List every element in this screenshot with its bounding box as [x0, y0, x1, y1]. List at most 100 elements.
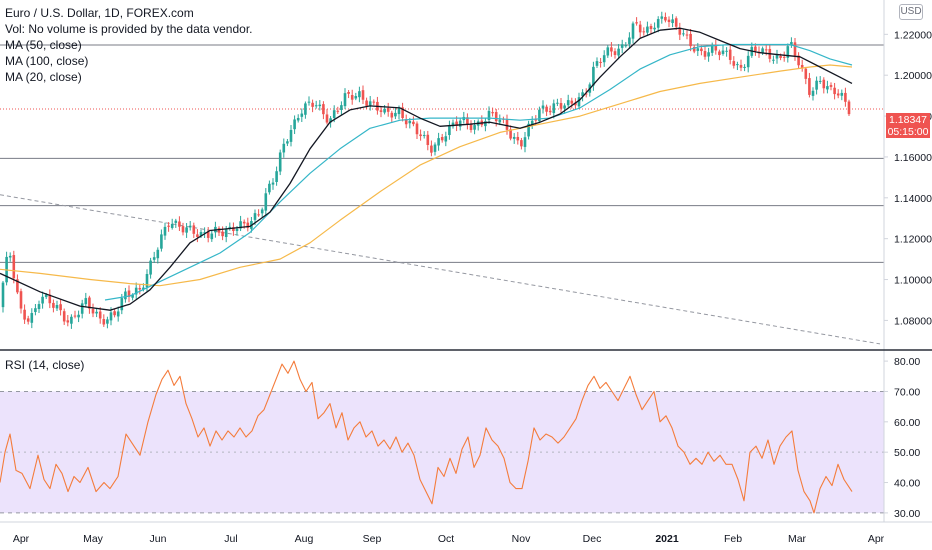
- candle-body: [304, 103, 307, 115]
- candle-body: [404, 119, 408, 125]
- candle-body: [786, 46, 790, 58]
- ma20-legend[interactable]: MA (20, close): [5, 70, 82, 84]
- candle-body: [91, 308, 95, 314]
- candle-body: [570, 100, 574, 104]
- candle-body: [343, 93, 347, 107]
- candle-body: [700, 48, 703, 52]
- candle-body: [196, 234, 199, 238]
- candle-body: [448, 125, 451, 136]
- candle-body: [163, 226, 167, 236]
- price-tick-label: 1.22000: [894, 29, 932, 41]
- rsi-plot[interactable]: [0, 360, 853, 514]
- candle-body: [455, 121, 458, 126]
- candle-body: [430, 145, 433, 153]
- price-plot[interactable]: [0, 11, 853, 329]
- candle-body: [131, 295, 134, 298]
- candle-body: [26, 318, 30, 322]
- currency-badge[interactable]: USD: [899, 4, 923, 20]
- ma20-line: [0, 27, 853, 311]
- candle-body: [656, 19, 660, 28]
- candle-body: [138, 288, 142, 290]
- candle-body: [714, 45, 718, 51]
- candle-body: [401, 107, 404, 119]
- candle-body: [361, 90, 365, 100]
- candle-body: [754, 46, 757, 52]
- candle-body: [350, 95, 354, 100]
- candle-body: [822, 79, 826, 89]
- time-tick-label: Oct: [438, 533, 454, 545]
- candle-body: [484, 121, 487, 127]
- candle-body: [311, 102, 314, 107]
- candle-body: [116, 311, 120, 317]
- rsi-tick-label: 50.00: [894, 447, 920, 459]
- candle-body: [577, 97, 581, 107]
- candle-body: [761, 48, 764, 53]
- candle-body: [332, 110, 336, 119]
- candle-body: [48, 294, 52, 304]
- candle-body: [199, 232, 203, 237]
- price-tick-label: 1.12000: [894, 234, 932, 246]
- rsi-line: [0, 360, 853, 514]
- candle-body: [415, 123, 419, 135]
- trendline: [0, 194, 881, 345]
- ma100-legend[interactable]: MA (100, close): [5, 54, 89, 68]
- ma50-legend[interactable]: MA (50, close): [5, 38, 82, 52]
- price-tick-label: 1.08000: [894, 315, 932, 327]
- candle-body: [12, 255, 16, 279]
- candle-body: [710, 45, 714, 53]
- candle-body: [790, 42, 793, 46]
- candle-body: [149, 260, 152, 275]
- candle-body: [271, 182, 275, 185]
- candle-body: [278, 152, 282, 172]
- candle-body: [606, 47, 610, 56]
- candle-body: [437, 138, 440, 146]
- candle-body: [192, 225, 196, 234]
- candle-body: [30, 313, 34, 323]
- rsi-tick-label: 70.00: [894, 386, 920, 398]
- candle-body: [833, 87, 836, 95]
- candle-body: [811, 90, 815, 96]
- candle-body: [253, 213, 257, 220]
- candle-body: [383, 108, 386, 113]
- candle-body: [624, 45, 628, 47]
- candle-body: [120, 298, 124, 311]
- time-tick-label: Mar: [788, 533, 807, 545]
- candle-body: [646, 26, 649, 33]
- candle-body: [746, 55, 750, 68]
- candle-body: [660, 16, 664, 19]
- time-tick-label: Apr: [868, 533, 885, 545]
- candle-body: [354, 96, 358, 99]
- candle-body: [718, 51, 721, 56]
- candle-body: [581, 92, 584, 97]
- candle-body: [62, 311, 66, 322]
- last-price-badge: 1.18347 05:15:00: [886, 113, 930, 138]
- candle-body: [667, 19, 671, 23]
- candle-body: [458, 120, 462, 127]
- candle-body: [109, 312, 113, 321]
- candle-body: [466, 117, 469, 125]
- candle-body: [296, 117, 300, 121]
- candle-body: [469, 124, 473, 130]
- price-tick-label: 1.14000: [894, 193, 932, 205]
- candle-body: [318, 104, 322, 107]
- candle-body: [725, 50, 728, 52]
- candle-body: [232, 227, 235, 232]
- candle-body: [800, 64, 804, 69]
- rsi-legend[interactable]: RSI (14, close): [5, 358, 85, 372]
- candle-body: [44, 294, 48, 298]
- candle-body: [520, 140, 523, 147]
- candle-body: [358, 91, 361, 98]
- candle-body: [487, 110, 491, 121]
- candle-body: [102, 319, 106, 325]
- candle-body: [181, 226, 185, 233]
- candle-body: [340, 105, 343, 111]
- rsi-tick-label: 60.00: [894, 417, 920, 429]
- candle-body: [426, 134, 430, 145]
- candle-body: [545, 106, 548, 112]
- candle-body: [649, 25, 653, 30]
- candle-body: [59, 304, 62, 311]
- candle-body: [721, 50, 725, 54]
- candle-body: [73, 315, 77, 317]
